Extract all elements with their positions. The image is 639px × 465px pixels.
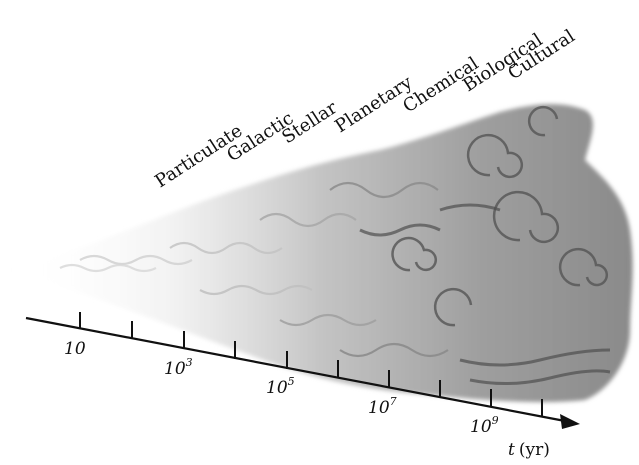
evolution-cloud [12,104,633,403]
cloud-swirls [59,181,449,358]
axis-tick-labels: 10 103 105 107 109 [64,339,499,437]
cloud-body [12,104,633,403]
axis-line [25,316,566,423]
tick-label-10-3: 103 [164,356,193,379]
tick-label-10-5: 105 [266,375,295,398]
cloud-streaks [359,203,611,386]
time-axis: 10 103 105 107 109 t (yr) [25,312,580,460]
tick-label-10-9: 109 [470,414,499,437]
axis-arrowhead [560,414,580,429]
axis-title: t (yr) [508,440,550,460]
vortex-swirls [391,105,608,327]
tick-label-10: 10 [64,339,86,359]
tick-label-10-7: 107 [368,395,397,418]
axis-ticks [79,312,543,417]
